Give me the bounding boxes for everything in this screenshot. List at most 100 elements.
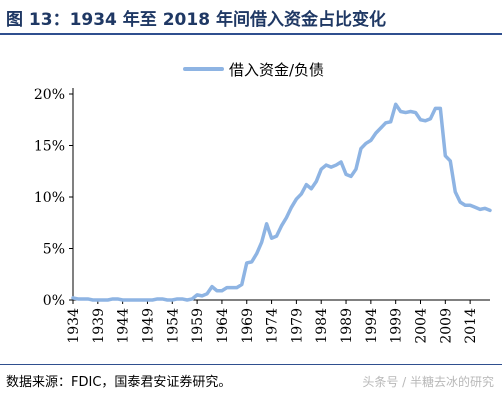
data-point bbox=[82, 298, 84, 300]
x-tick-label: 1949 bbox=[140, 308, 156, 344]
x-tick-label: 1944 bbox=[116, 308, 132, 344]
x-tick-label: 2009 bbox=[438, 308, 454, 344]
legend: 借入资金/负债 bbox=[183, 61, 324, 79]
data-point bbox=[92, 299, 94, 301]
data-point bbox=[186, 299, 188, 301]
data-point bbox=[270, 237, 273, 239]
data-point bbox=[280, 225, 283, 227]
data-point bbox=[424, 119, 427, 122]
x-tick-label: 1979 bbox=[289, 308, 305, 344]
data-point bbox=[469, 204, 471, 207]
watermark-text: 头条号 / 半糖去冰的研究 bbox=[362, 375, 494, 389]
data-point bbox=[191, 298, 193, 300]
data-point bbox=[181, 298, 184, 300]
data-point bbox=[275, 235, 278, 237]
x-tick-label: 2004 bbox=[414, 308, 430, 344]
data-point bbox=[489, 209, 491, 212]
data-point bbox=[171, 299, 174, 301]
source-note: 数据来源：FDIC，国泰君安证券研究。 bbox=[6, 375, 232, 390]
data-point bbox=[404, 111, 407, 114]
data-point bbox=[87, 298, 89, 300]
data-point bbox=[206, 293, 208, 295]
data-point bbox=[389, 121, 392, 123]
x-tick-label: 1974 bbox=[265, 308, 281, 344]
data-point bbox=[320, 168, 323, 170]
data-point bbox=[265, 222, 268, 225]
data-point bbox=[379, 127, 382, 129]
data-point bbox=[355, 168, 357, 170]
x-tick-label: 1969 bbox=[240, 308, 256, 344]
y-tick-label: 20% bbox=[34, 87, 65, 103]
data-point bbox=[211, 285, 213, 288]
figure-title-bar: 图 13：1934 年至 2018 年间借入资金占比变化 bbox=[0, 0, 502, 36]
legend-label: 借入资金/负债 bbox=[229, 61, 324, 79]
data-point bbox=[375, 132, 377, 134]
x-axis: 1934 1939 1944 1949 1954 1959 1964 1969 1974 1979… bbox=[66, 299, 490, 344]
y-axis: 0% 5% 10% 15% 20% bbox=[34, 87, 74, 309]
x-tick-label: 1934 bbox=[66, 308, 82, 344]
data-point bbox=[419, 118, 422, 121]
y-tick-label: 10% bbox=[34, 190, 65, 206]
data-point bbox=[409, 110, 412, 113]
data-point bbox=[315, 180, 318, 183]
data-point bbox=[131, 299, 134, 301]
data-point bbox=[77, 298, 79, 300]
data-point bbox=[464, 204, 466, 207]
data-point bbox=[365, 142, 367, 145]
data-point bbox=[310, 187, 313, 190]
y-tick-label: 15% bbox=[34, 139, 65, 155]
data-point bbox=[151, 299, 154, 301]
data-point bbox=[439, 107, 442, 110]
data-point bbox=[335, 164, 337, 166]
data-point bbox=[350, 175, 352, 178]
x-tick-label: 1939 bbox=[91, 308, 107, 344]
data-point bbox=[245, 262, 248, 264]
data-point bbox=[101, 299, 104, 301]
data-point bbox=[459, 201, 462, 203]
data-point bbox=[479, 208, 481, 211]
x-tick-label: 1959 bbox=[190, 308, 206, 344]
title-divider bbox=[0, 33, 502, 35]
y-tick-label: 0% bbox=[43, 293, 65, 309]
data-point bbox=[330, 166, 332, 168]
data-point bbox=[221, 289, 223, 292]
data-point bbox=[384, 122, 387, 124]
data-point bbox=[196, 294, 198, 296]
data-point bbox=[484, 207, 486, 210]
data-point bbox=[295, 198, 298, 200]
figure-title: 图 13：1934 年至 2018 年间借入资金占比变化 bbox=[6, 10, 386, 30]
data-point bbox=[290, 206, 293, 209]
data-point bbox=[255, 252, 258, 255]
data-point bbox=[260, 241, 263, 244]
data-point bbox=[106, 299, 109, 301]
data-point bbox=[345, 173, 347, 176]
data-point bbox=[166, 299, 169, 301]
data-point bbox=[216, 289, 218, 292]
data-point bbox=[176, 298, 179, 300]
x-tick-label: 1954 bbox=[165, 308, 181, 344]
data-point bbox=[305, 183, 308, 186]
x-tick-label: 1994 bbox=[364, 308, 380, 344]
data-point bbox=[116, 298, 119, 300]
data-point bbox=[399, 110, 402, 113]
data-point bbox=[141, 299, 144, 301]
data-point bbox=[434, 107, 437, 110]
data-point bbox=[72, 297, 74, 299]
data-point bbox=[340, 161, 342, 163]
data-point bbox=[360, 147, 362, 150]
data-point bbox=[250, 261, 253, 263]
series-layer bbox=[71, 102, 492, 302]
data-point bbox=[226, 286, 228, 289]
data-point bbox=[126, 299, 129, 301]
data-point bbox=[474, 206, 476, 209]
x-tick-label: 1964 bbox=[215, 308, 231, 344]
footer-divider bbox=[0, 364, 502, 365]
series-line bbox=[71, 102, 492, 302]
data-point bbox=[285, 216, 288, 219]
x-tick-label: 1984 bbox=[314, 308, 330, 344]
x-tick-label: 1999 bbox=[389, 308, 405, 344]
data-point bbox=[300, 193, 303, 195]
data-point bbox=[201, 295, 203, 297]
data-point bbox=[444, 155, 447, 157]
y-tick-label: 5% bbox=[43, 242, 65, 258]
